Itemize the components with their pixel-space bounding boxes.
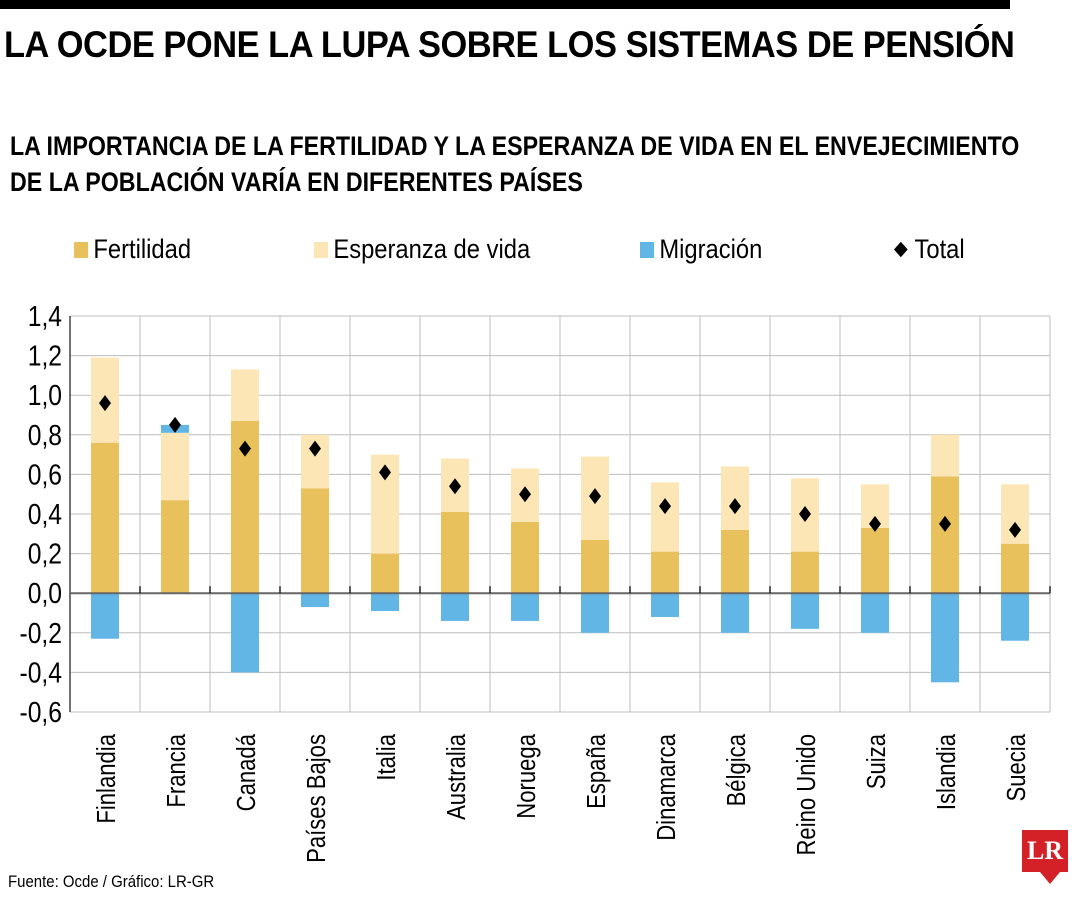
- bar-migración: [931, 593, 959, 683]
- y-tick-label: -0,2: [20, 617, 62, 649]
- bar-esperanza-de-vida: [651, 482, 679, 552]
- legend-label: Esperanza de vida: [333, 234, 531, 264]
- bar-fertilidad: [721, 529, 749, 594]
- x-tick-label: Australia: [442, 733, 471, 819]
- total-marker: [1009, 521, 1021, 538]
- chart-title-line-1: LA IMPORTANCIA DE LA FERTILIDAD Y LA ESP…: [10, 131, 1020, 161]
- y-tick-label: 1,0: [28, 379, 62, 411]
- bar-fertilidad: [371, 553, 399, 594]
- y-tick-label: 0,2: [28, 538, 62, 570]
- bar-migración: [651, 593, 679, 617]
- total-marker: [99, 395, 111, 412]
- legend-swatch: [640, 241, 655, 258]
- bar-fertilidad: [651, 551, 679, 594]
- legend: Fertilidad Esperanza de vida Migración T…: [0, 234, 1080, 274]
- page-title: LA OCDE PONE LA LUPA SOBRE LOS SISTEMAS …: [4, 24, 1015, 65]
- bar-fertilidad: [581, 539, 609, 594]
- bar-migración: [441, 593, 469, 621]
- top-rule: [0, 0, 1010, 9]
- total-marker: [449, 478, 461, 495]
- legend-item-migracion: Migración: [640, 234, 762, 265]
- bar-esperanza-de-vida: [931, 434, 959, 477]
- bar-fertilidad: [161, 500, 189, 594]
- legend-item-fertilidad: Fertilidad: [74, 234, 191, 265]
- x-tick-label: Dinamarca: [652, 733, 681, 840]
- bar-migración: [581, 593, 609, 633]
- total-marker: [519, 486, 531, 503]
- y-tick-label: 0,4: [28, 498, 62, 530]
- bar-migración: [1001, 593, 1029, 641]
- bar-migración: [371, 593, 399, 612]
- y-tick-label: 1,2: [28, 340, 62, 372]
- y-tick-label: 0,0: [28, 577, 62, 609]
- total-marker: [659, 498, 671, 515]
- bar-migración: [301, 593, 329, 608]
- legend-item-esperanza: Esperanza de vida: [314, 234, 530, 265]
- bar-migración: [231, 593, 259, 673]
- total-marker: [799, 506, 811, 522]
- x-tick-label: Finlandia: [92, 733, 121, 823]
- x-tick-label: Francia: [162, 733, 191, 807]
- y-tick-label: -0,6: [20, 696, 62, 728]
- bar-esperanza-de-vida: [161, 432, 189, 501]
- legend-swatch: [74, 241, 89, 258]
- total-marker: [379, 464, 391, 481]
- bar-fertilidad: [861, 527, 889, 594]
- bar-fertilidad: [791, 551, 819, 594]
- x-tick-label: Italia: [372, 733, 401, 780]
- x-tick-label: España: [582, 733, 611, 808]
- bar-migración: [511, 593, 539, 621]
- bar-fertilidad: [441, 512, 469, 594]
- total-marker: [309, 440, 321, 457]
- y-tick-label: -0,4: [20, 657, 62, 689]
- bar-migración: [791, 593, 819, 629]
- y-tick-label: 0,6: [28, 459, 62, 491]
- bar-fertilidad: [301, 488, 329, 594]
- total-marker: [869, 515, 881, 532]
- x-tick-label: Suecia: [1002, 733, 1031, 801]
- chart-title-line-2: DE LA POBLACIÓN VARÍA EN DIFERENTES PAÍS…: [10, 167, 583, 197]
- y-tick-label: 0,8: [28, 419, 62, 451]
- bar-fertilidad: [91, 442, 119, 594]
- bar-fertilidad: [931, 476, 959, 594]
- bar-migración: [861, 593, 889, 633]
- bar-migración: [721, 593, 749, 633]
- x-tick-label: Noruega: [512, 733, 541, 818]
- total-marker: [939, 515, 951, 532]
- legend-label: Total: [914, 234, 965, 264]
- x-tick-label: Países Bajos: [302, 734, 331, 863]
- bar-migración: [91, 593, 119, 639]
- source-note: Fuente: Ocde / Gráfico: LR-GR: [8, 872, 215, 891]
- legend-item-total: Total: [893, 234, 965, 265]
- total-marker: [169, 416, 181, 433]
- bar-fertilidad: [511, 521, 539, 594]
- x-tick-label: Islandia: [932, 733, 961, 810]
- chart-title: LA IMPORTANCIA DE LA FERTILIDAD Y LA ESP…: [10, 128, 1019, 200]
- y-tick-label: 1,4: [28, 300, 62, 332]
- bar-esperanza-de-vida: [231, 369, 259, 421]
- legend-swatch: [314, 241, 329, 258]
- legend-label: Migración: [659, 234, 763, 264]
- x-tick-label: Suiza: [862, 733, 891, 789]
- x-tick-label: Bélgica: [722, 733, 751, 806]
- bar-fertilidad: [1001, 543, 1029, 594]
- total-marker: [729, 498, 741, 515]
- x-tick-label: Reino Unido: [792, 734, 821, 856]
- total-marker: [589, 488, 601, 505]
- total-marker: [239, 440, 251, 457]
- x-tick-label: Canadá: [232, 733, 261, 811]
- lr-logo: LR: [1022, 830, 1068, 884]
- legend-label: Fertilidad: [93, 234, 192, 264]
